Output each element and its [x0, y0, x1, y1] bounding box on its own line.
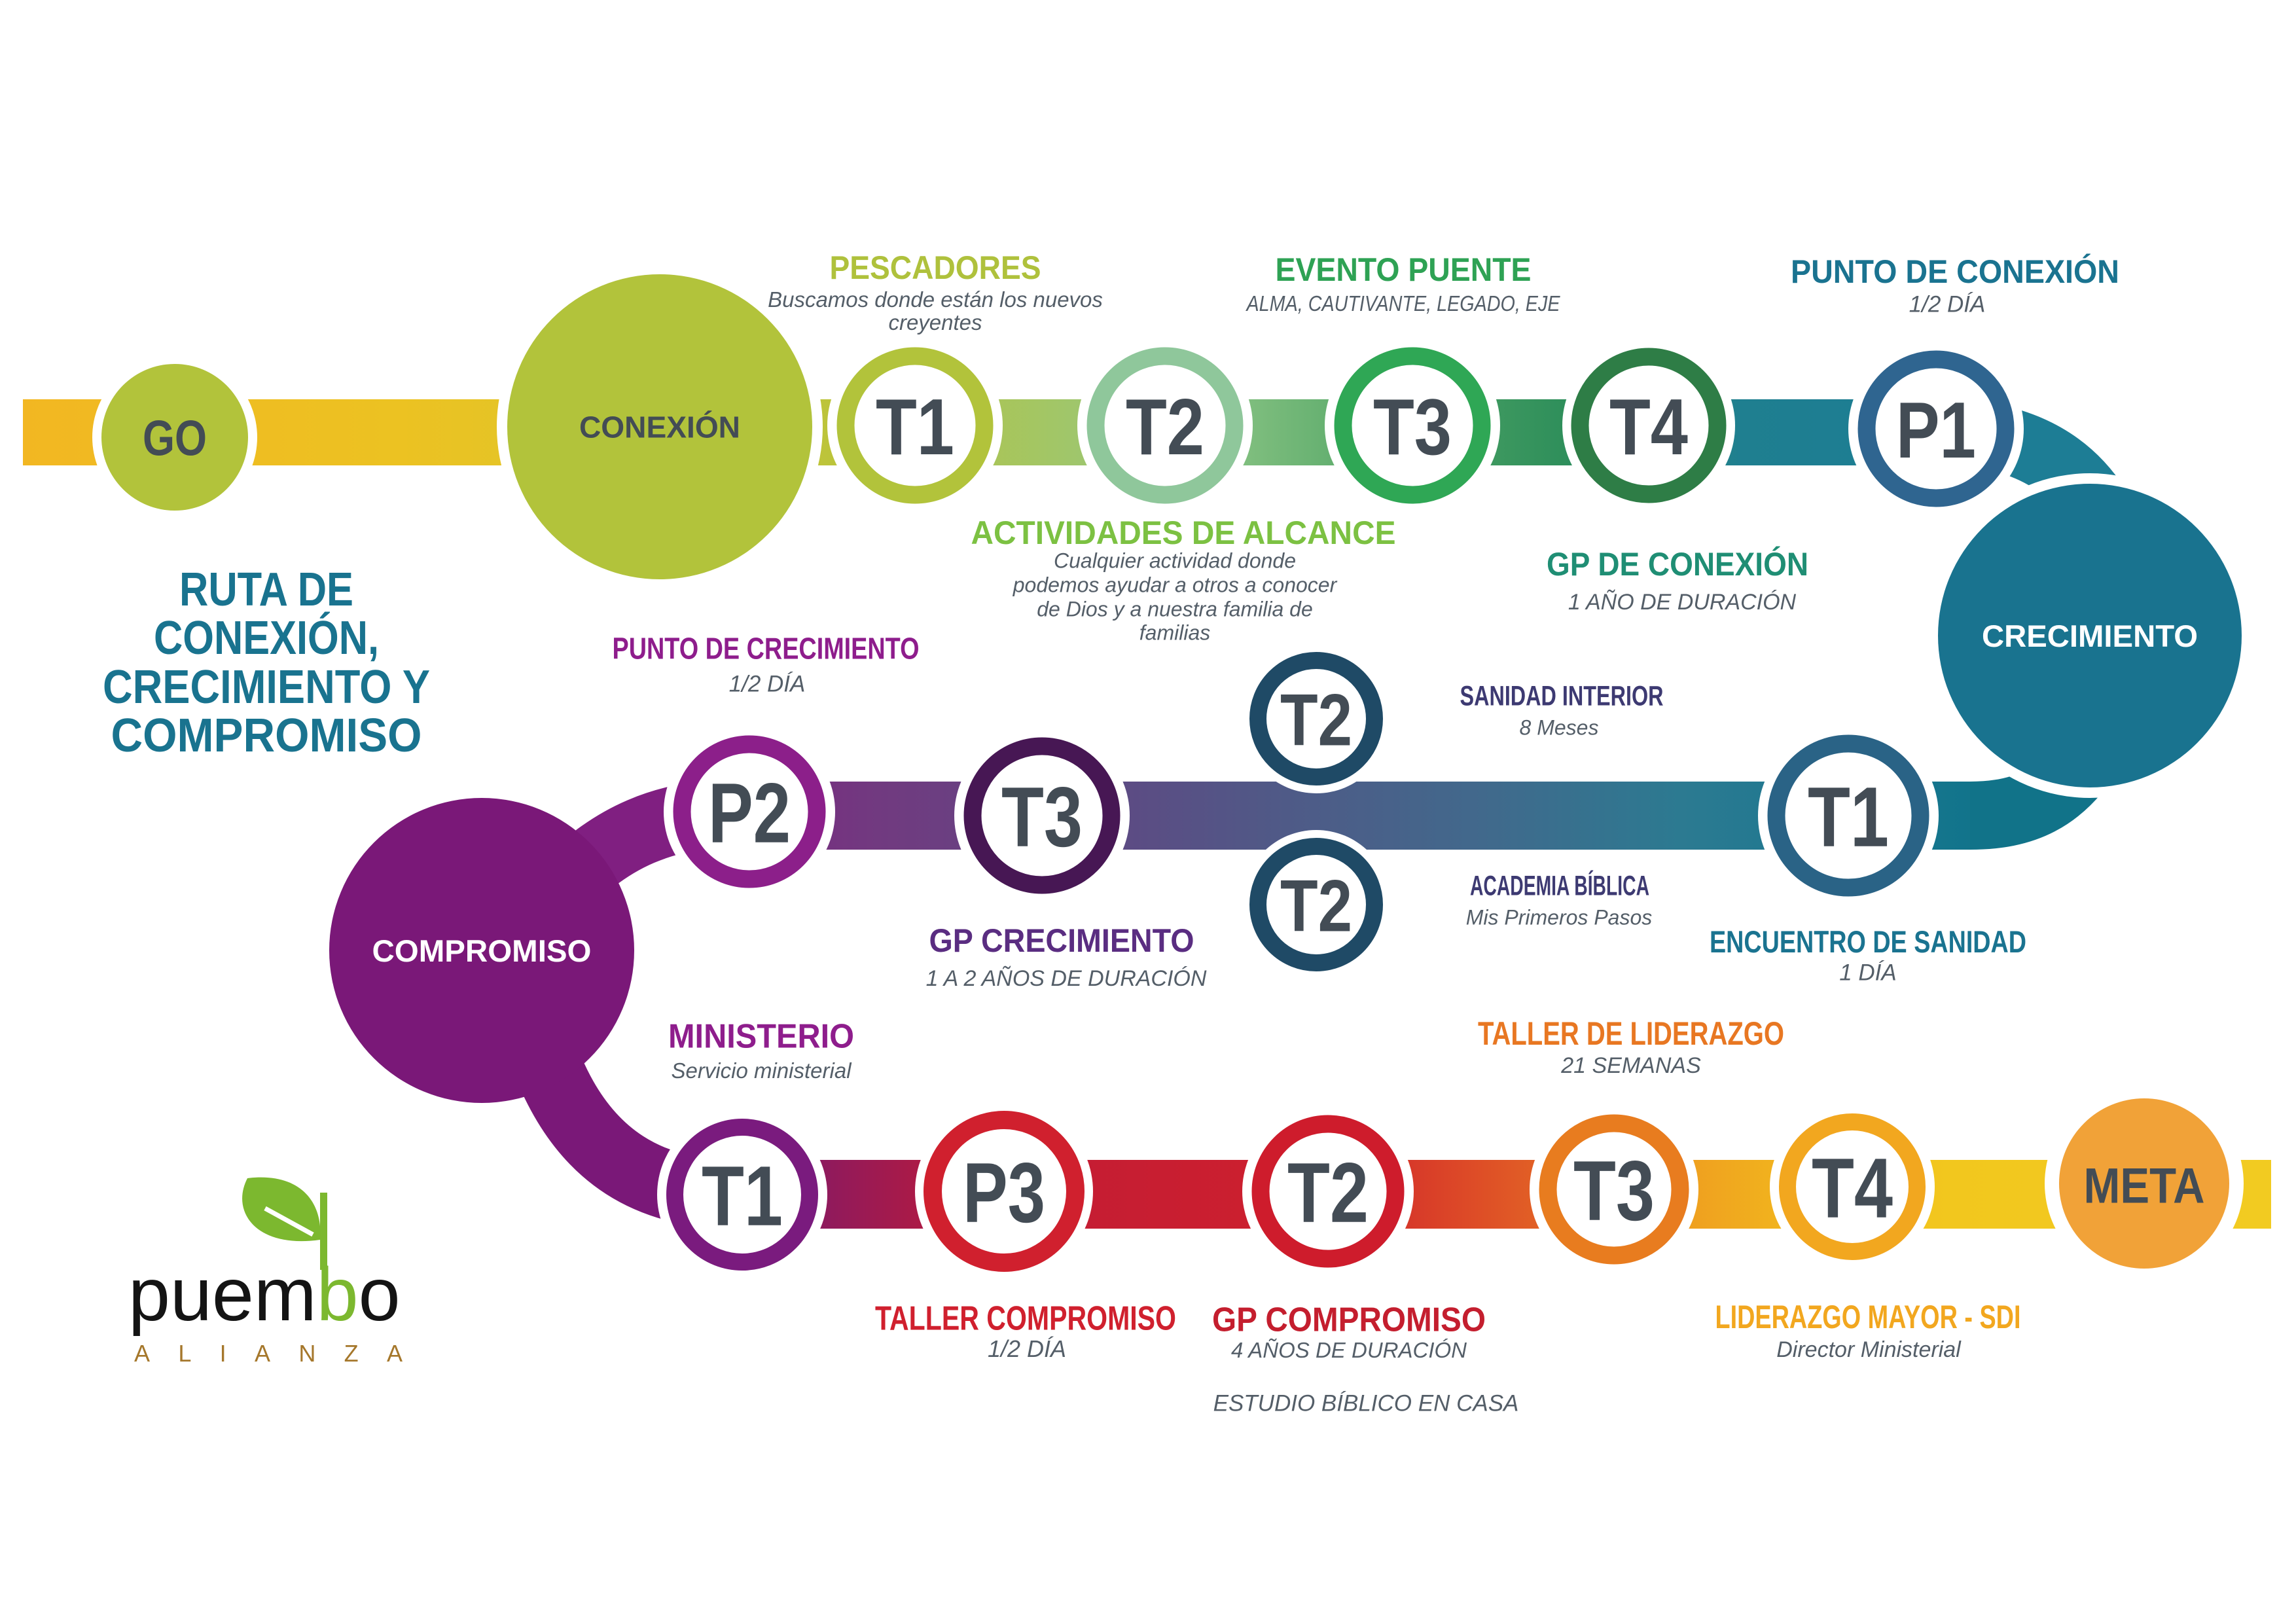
- svg-text:EVENTO PUENTE: EVENTO PUENTE: [1276, 251, 1532, 288]
- svg-text:1/2 DÍA: 1/2 DÍA: [1909, 292, 1986, 317]
- svg-text:P3: P3: [963, 1145, 1045, 1240]
- svg-text:GP DE CONEXIÓN: GP DE CONEXIÓN: [1547, 546, 1808, 583]
- svg-text:T3: T3: [1001, 769, 1083, 865]
- svg-text:1 A 2 AÑOS DE DURACIÓN: 1 A 2 AÑOS DE DURACIÓN: [926, 966, 1207, 991]
- svg-text:GO: GO: [143, 410, 207, 466]
- svg-text:1 DÍA: 1 DÍA: [1839, 960, 1897, 986]
- svg-text:1/2 DÍA: 1/2 DÍA: [729, 672, 806, 697]
- svg-text:META: META: [2084, 1158, 2205, 1214]
- svg-text:P1: P1: [1896, 386, 1976, 475]
- svg-text:T2: T2: [1287, 1145, 1369, 1240]
- svg-text:familias: familias: [1139, 621, 1210, 645]
- svg-text:ACTIVIDADES DE ALCANCE: ACTIVIDADES DE ALCANCE: [971, 514, 1396, 551]
- svg-text:8 Meses: 8 Meses: [1520, 716, 1599, 740]
- svg-text:COMPROMISO: COMPROMISO: [111, 710, 422, 762]
- svg-text:T1: T1: [876, 382, 954, 471]
- svg-text:de Dios y a nuestra familia de: de Dios y a nuestra familia de: [1037, 598, 1313, 621]
- svg-text:T4: T4: [1812, 1140, 1893, 1236]
- svg-text:CRECIMIENTO: CRECIMIENTO: [1982, 619, 2198, 653]
- svg-text:RUTA DE: RUTA DE: [179, 564, 353, 616]
- svg-text:MINISTERIO: MINISTERIO: [668, 1018, 854, 1056]
- svg-text:puembo: puembo: [128, 1253, 401, 1337]
- svg-text:T2: T2: [1280, 865, 1352, 947]
- svg-text:Director Ministerial: Director Ministerial: [1776, 1337, 1962, 1362]
- svg-text:ENCUENTRO DE SANIDAD: ENCUENTRO DE SANIDAD: [1710, 924, 2026, 959]
- svg-text:LIDERAZGO MAYOR - SDI: LIDERAZGO MAYOR - SDI: [1715, 1299, 2021, 1335]
- svg-text:T4: T4: [1609, 382, 1688, 471]
- svg-text:PESCADORES: PESCADORES: [830, 249, 1041, 286]
- svg-text:COMPROMISO: COMPROMISO: [372, 933, 592, 968]
- svg-text:PUNTO DE CONEXIÓN: PUNTO DE CONEXIÓN: [1791, 253, 2119, 290]
- svg-text:Mis Primeros Pasos: Mis Primeros Pasos: [1466, 906, 1653, 929]
- svg-text:ALIANZA: ALIANZA: [134, 1340, 422, 1367]
- svg-text:1 AÑO DE DURACIÓN: 1 AÑO DE DURACIÓN: [1568, 590, 1797, 615]
- svg-text:ALMA, CAUTIVANTE, LEGADO, EJE: ALMA, CAUTIVANTE, LEGADO, EJE: [1246, 291, 1561, 316]
- svg-text:Cualquier actividad donde: Cualquier actividad donde: [1054, 549, 1296, 573]
- svg-text:ACADEMIA BÍBLICA: ACADEMIA BÍBLICA: [1470, 870, 1649, 901]
- svg-text:T2: T2: [1126, 382, 1204, 471]
- svg-text:creyentes: creyentes: [888, 310, 982, 334]
- svg-text:ESTUDIO BÍBLICO EN CASA: ESTUDIO BÍBLICO EN CASA: [1213, 1391, 1519, 1416]
- svg-text:Buscamos donde están los nuevo: Buscamos donde están los nuevos: [768, 287, 1103, 312]
- svg-text:Servicio ministerial: Servicio ministerial: [671, 1058, 852, 1083]
- svg-text:CONEXIÓN: CONEXIÓN: [579, 410, 740, 444]
- svg-text:P2: P2: [708, 765, 791, 861]
- svg-text:T1: T1: [1808, 769, 1889, 865]
- svg-text:21 SEMANAS: 21 SEMANAS: [1560, 1053, 1701, 1078]
- svg-text:CRECIMIENTO Y: CRECIMIENTO Y: [103, 661, 430, 713]
- svg-text:SANIDAD INTERIOR: SANIDAD INTERIOR: [1460, 680, 1664, 712]
- svg-text:T3: T3: [1373, 382, 1452, 471]
- svg-text:GP CRECIMIENTO: GP CRECIMIENTO: [929, 922, 1194, 959]
- svg-text:T3: T3: [1573, 1143, 1655, 1238]
- svg-text:TALLER COMPROMISO: TALLER COMPROMISO: [875, 1300, 1176, 1338]
- svg-text:PUNTO DE CRECIMIENTO: PUNTO DE CRECIMIENTO: [613, 632, 920, 666]
- svg-text:T1: T1: [702, 1148, 783, 1244]
- svg-text:GP COMPROMISO: GP COMPROMISO: [1212, 1301, 1486, 1339]
- svg-text:podemos ayudar a otros a conoc: podemos ayudar a otros a conocer: [1013, 573, 1338, 597]
- svg-text:TALLER DE LIDERAZGO: TALLER DE LIDERAZGO: [1478, 1015, 1784, 1052]
- svg-text:T2: T2: [1280, 679, 1352, 761]
- svg-text:4 AÑOS DE DURACIÓN: 4 AÑOS DE DURACIÓN: [1231, 1338, 1467, 1362]
- svg-text:CONEXIÓN,: CONEXIÓN,: [154, 611, 379, 664]
- svg-text:1/2 DÍA: 1/2 DÍA: [988, 1335, 1066, 1362]
